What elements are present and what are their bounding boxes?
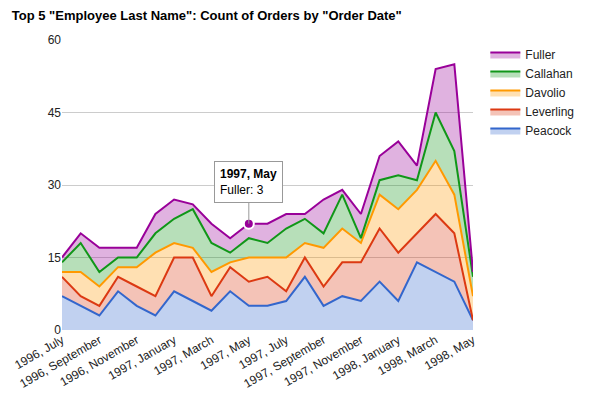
svg-text:1998, May: 1998, May [422, 333, 478, 373]
svg-text:15: 15 [48, 251, 62, 265]
svg-text:1997, May: 1997, May [198, 333, 254, 373]
svg-text:1997, March: 1997, March [151, 333, 216, 378]
svg-text:30: 30 [48, 178, 62, 192]
svg-text:1997, September: 1997, September [241, 333, 328, 391]
svg-text:0: 0 [54, 323, 61, 337]
svg-text:Peacock: Peacock [525, 124, 572, 138]
svg-text:1998, January: 1998, January [330, 333, 403, 383]
svg-text:Leverling: Leverling [525, 105, 574, 119]
svg-text:1997, July: 1997, July [236, 333, 290, 372]
svg-text:Fuller: Fuller [525, 48, 555, 62]
svg-text:Callahan: Callahan [525, 67, 572, 81]
svg-text:1997, MayFuller: 3: 1997, MayFuller: 3 [220, 167, 277, 197]
svg-text:1996, November: 1996, November [57, 333, 141, 389]
svg-text:45: 45 [48, 106, 62, 120]
svg-text:1996, September: 1996, September [17, 333, 104, 391]
svg-text:60: 60 [48, 33, 62, 47]
svg-text:1997, January: 1997, January [106, 333, 179, 383]
svg-text:Top 5 "Employee Last Name": Co: Top 5 "Employee Last Name": Count of Ord… [12, 8, 402, 23]
svg-text:1998, March: 1998, March [375, 333, 440, 378]
svg-text:1997, November: 1997, November [282, 333, 366, 389]
svg-text:1996, July: 1996, July [12, 333, 66, 372]
svg-text:Davolio: Davolio [525, 86, 565, 100]
